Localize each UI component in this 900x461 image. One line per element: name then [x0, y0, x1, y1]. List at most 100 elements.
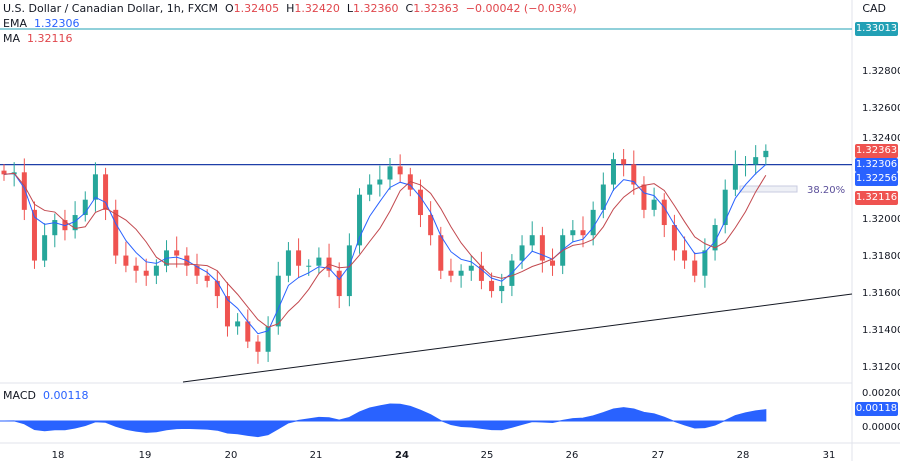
candle-body — [732, 164, 738, 190]
y-tick-label: 1.32000 — [862, 214, 900, 225]
ema-label: EMA — [3, 17, 27, 30]
candle-body — [478, 265, 484, 281]
candle-body — [21, 172, 27, 210]
candle-body — [306, 265, 312, 267]
candle-body — [438, 235, 444, 271]
candle-body — [428, 215, 434, 236]
candle-body — [600, 184, 606, 210]
candle-body — [346, 245, 352, 297]
candle-body — [458, 270, 464, 276]
high-label: H — [286, 2, 295, 15]
candle-body — [671, 225, 677, 251]
candle-body — [214, 280, 220, 297]
candle-body — [42, 235, 48, 261]
candle-body — [763, 150, 769, 158]
macd-label: MACD — [3, 389, 36, 402]
x-tick-label: 24 — [395, 450, 409, 461]
candle-body — [296, 250, 302, 266]
candle-body — [570, 230, 576, 236]
candle-body — [357, 194, 363, 246]
fib-label: 38.20% — [807, 185, 846, 196]
candle-body — [245, 321, 251, 342]
y-tick-label: 1.32800 — [862, 66, 900, 77]
trendline — [182, 293, 853, 383]
x-tick-label: 19 — [139, 450, 152, 461]
macd-area — [0, 403, 767, 438]
candle-body — [265, 326, 271, 352]
ema-row[interactable]: EMA 1.32306 — [3, 16, 577, 31]
macd-tick-label: 0.00000 — [862, 422, 900, 433]
candle-body — [712, 225, 718, 251]
low-label: L — [346, 2, 354, 15]
ma-value: 1.32116 — [27, 32, 73, 45]
candle-body — [204, 275, 210, 281]
ma-tag: 1.32116 — [855, 191, 898, 205]
candle-body — [1, 170, 7, 175]
close-value: 1.32363 — [413, 2, 459, 15]
ma-row[interactable]: MA 1.32116 — [3, 31, 577, 46]
candle-body — [661, 199, 667, 226]
candle-body — [82, 199, 88, 216]
candle-body — [621, 159, 627, 165]
low-value: 1.32360 — [353, 2, 399, 15]
candle-body — [235, 321, 241, 327]
candle-body — [92, 174, 98, 200]
candle-body — [499, 285, 505, 292]
candle-body — [489, 280, 495, 292]
candle-body — [417, 189, 423, 216]
fib-retracement-box — [739, 185, 798, 193]
candle-body — [72, 215, 78, 231]
symbol-title: U.S. Dollar / Canadian Dollar, 1h, FXCM — [3, 2, 218, 15]
macd-legend: MACD 0.00118 — [3, 389, 88, 402]
candle-body — [367, 184, 373, 195]
candle-body — [336, 270, 342, 297]
change-value: −0.00042 (−0.03%) — [465, 2, 577, 15]
y-tick-label: 1.32400 — [862, 133, 900, 144]
candle-body — [316, 257, 322, 266]
candle-body — [631, 164, 637, 185]
y-tick-label: 1.31800 — [862, 251, 900, 262]
candle-body — [448, 270, 454, 276]
candle-body — [641, 184, 647, 210]
x-tick-label: 31 — [823, 450, 836, 461]
x-tick-label: 28 — [737, 450, 750, 461]
teal-line-tag: 1.33013 — [855, 22, 898, 36]
x-tick-label: 18 — [52, 450, 65, 461]
candle-body — [103, 174, 109, 210]
ma-label: MA — [3, 32, 21, 45]
candle-body — [224, 296, 230, 327]
candle-body — [722, 189, 728, 226]
ohlc-row: U.S. Dollar / Canadian Dollar, 1h, FXCM … — [3, 1, 577, 16]
candle-body — [529, 235, 535, 246]
candle-body — [550, 260, 556, 266]
close-label: C — [405, 2, 414, 15]
x-tick-label: 20 — [225, 450, 238, 461]
candle-body — [123, 255, 129, 266]
candle-body — [610, 159, 616, 185]
candle-body — [387, 166, 393, 180]
candle-body — [194, 265, 200, 276]
candle-body — [519, 245, 525, 261]
candle-body — [580, 230, 586, 236]
close-price-tag: 1.32363 — [855, 144, 898, 158]
x-tick-label: 26 — [566, 450, 579, 461]
x-tick-label: 21 — [310, 450, 323, 461]
candle-body — [397, 166, 403, 175]
candle-body — [113, 209, 119, 256]
open-value: 1.32405 — [233, 2, 280, 15]
ema-tag: 1.32306 — [855, 158, 898, 172]
candle-body — [174, 250, 180, 256]
macd-value: 0.00118 — [42, 389, 89, 402]
x-tick-label: 27 — [652, 450, 665, 461]
chart-legend: U.S. Dollar / Canadian Dollar, 1h, FXCM … — [3, 1, 577, 46]
candle-body — [692, 260, 698, 276]
candle-body — [682, 250, 688, 261]
y-tick-label: 1.32600 — [862, 103, 900, 114]
candle-body — [31, 209, 37, 261]
candle-body — [52, 220, 58, 236]
candle-body — [590, 209, 596, 236]
macd-tick-label: 0.00200 — [862, 388, 900, 399]
y-tick-label: 1.31200 — [862, 362, 900, 373]
ma-line — [3, 172, 767, 328]
